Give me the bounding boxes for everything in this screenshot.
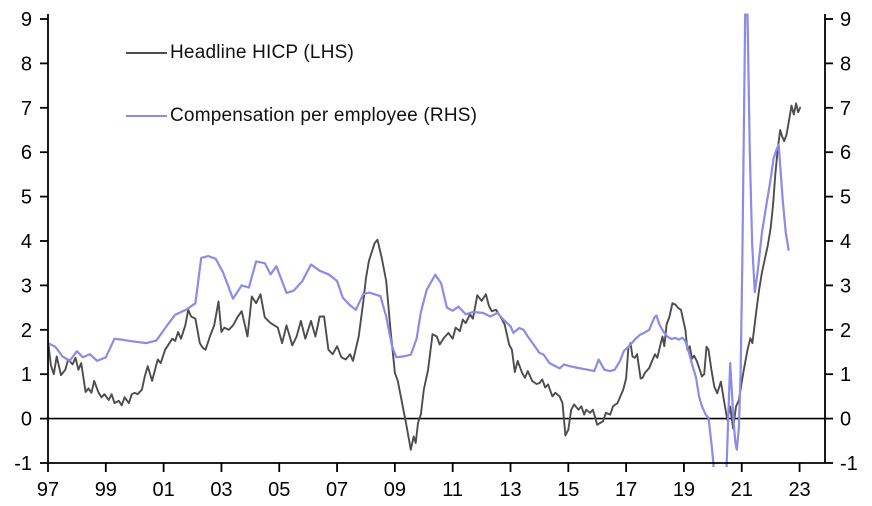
right-axis-label: 7 [840,98,851,120]
right-axis-label: 9 [840,9,851,31]
left-axis-label: 6 [21,142,32,164]
right-axis-label: 3 [840,275,851,297]
x-axis-label: 09 [384,479,406,501]
x-axis-label: 13 [499,479,521,501]
x-axis-label: 97 [37,479,59,501]
x-axis-label: 19 [673,479,695,501]
compensation-line [48,13,790,467]
legend-item-compensation: Compensation per employee (RHS) [126,103,477,129]
right-axis-label: -1 [840,453,858,475]
left-axis-label: 1 [21,364,32,386]
left-axis-label: 4 [21,231,32,253]
left-axis-label: 3 [21,275,32,297]
x-axis-label: 99 [95,479,117,501]
x-axis-label: 03 [210,479,232,501]
left-axis-label: 5 [21,187,32,209]
right-axis-label: 8 [840,53,851,75]
right-axis-label: 6 [840,142,851,164]
left-axis-label: 9 [21,9,32,31]
x-axis-label: 05 [268,479,290,501]
x-axis-label: 23 [788,479,810,501]
right-axis-label: 5 [840,187,851,209]
x-axis-label: 01 [153,479,175,501]
x-axis-label: 21 [731,479,753,501]
hicp-line-swatch [126,52,167,54]
left-axis-label: -1 [14,453,32,475]
left-axis-label: 7 [21,98,32,120]
left-axis-label: 8 [21,53,32,75]
legend: Headline HICP (LHS) Compensation per emp… [126,40,477,166]
left-axis-label: 2 [21,320,32,342]
legend-label-compensation: Compensation per employee (RHS) [170,105,478,126]
x-axis-label: 11 [442,479,463,501]
right-axis-label: 0 [840,409,851,431]
right-axis-label: 1 [840,364,851,386]
x-axis-label: 17 [615,479,637,501]
hicp-line [48,102,802,451]
right-axis-label: 2 [840,320,851,342]
legend-label-hicp: Headline HICP (LHS) [170,42,355,63]
right-axis-label: 4 [840,231,851,253]
legend-item-hicp: Headline HICP (LHS) [126,40,477,66]
x-axis-label: 15 [557,479,579,501]
x-axis-label: 07 [326,479,348,501]
compensation-line-swatch [126,115,167,117]
left-axis-label: 0 [21,409,32,431]
